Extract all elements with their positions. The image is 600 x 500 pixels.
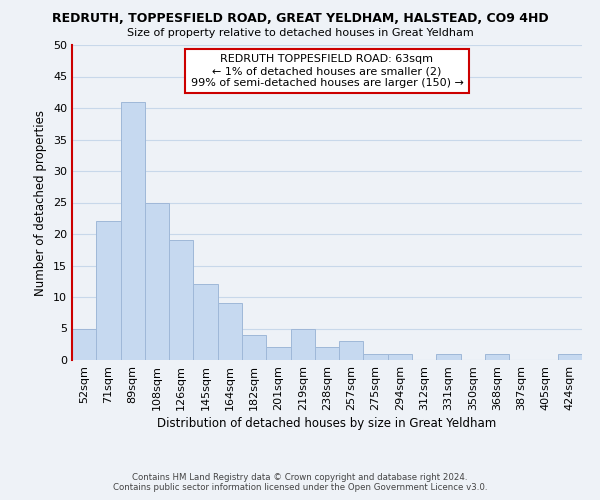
Bar	[121, 102, 145, 360]
Bar	[339, 341, 364, 360]
Bar	[315, 348, 339, 360]
Text: REDRUTH, TOPPESFIELD ROAD, GREAT YELDHAM, HALSTEAD, CO9 4HD: REDRUTH, TOPPESFIELD ROAD, GREAT YELDHAM…	[52, 12, 548, 26]
Bar	[145, 202, 169, 360]
Bar	[169, 240, 193, 360]
Text: Size of property relative to detached houses in Great Yeldham: Size of property relative to detached ho…	[127, 28, 473, 38]
Bar	[193, 284, 218, 360]
Bar	[72, 328, 96, 360]
Bar	[364, 354, 388, 360]
Text: Contains HM Land Registry data © Crown copyright and database right 2024.
Contai: Contains HM Land Registry data © Crown c…	[113, 473, 487, 492]
Bar	[242, 335, 266, 360]
Y-axis label: Number of detached properties: Number of detached properties	[34, 110, 47, 296]
Bar	[218, 304, 242, 360]
Bar	[290, 328, 315, 360]
Bar	[266, 348, 290, 360]
Bar	[436, 354, 461, 360]
X-axis label: Distribution of detached houses by size in Great Yeldham: Distribution of detached houses by size …	[157, 417, 497, 430]
Bar	[485, 354, 509, 360]
Text: REDRUTH TOPPESFIELD ROAD: 63sqm
← 1% of detached houses are smaller (2)
99% of s: REDRUTH TOPPESFIELD ROAD: 63sqm ← 1% of …	[191, 54, 463, 88]
Bar	[558, 354, 582, 360]
Bar	[96, 222, 121, 360]
Bar	[388, 354, 412, 360]
